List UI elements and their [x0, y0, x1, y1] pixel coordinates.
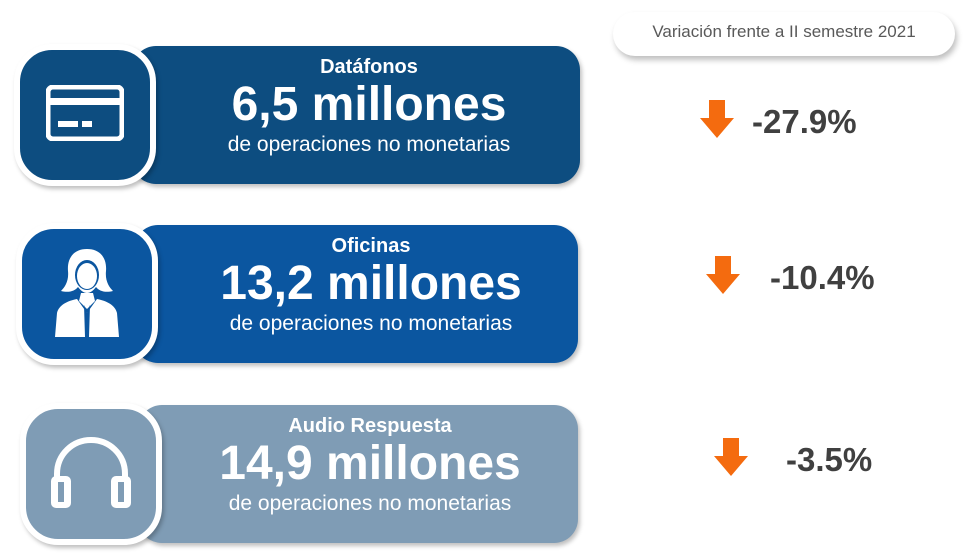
- icon-box: [14, 44, 156, 186]
- icon-box: [16, 223, 158, 365]
- change-value: -27.9%: [752, 102, 857, 140]
- card-bar: [134, 225, 578, 363]
- icon-box: [20, 403, 162, 545]
- variation-label: Variación frente a II semestre 2021: [613, 12, 955, 56]
- change-value: -10.4%: [770, 258, 875, 296]
- arrow-down-icon: [714, 438, 748, 481]
- card-oficinas: Oficinas 13,2 millones de operaciones no…: [16, 223, 578, 365]
- card-subtitle: de operaciones no monetarias: [229, 312, 513, 335]
- person-icon: [51, 247, 123, 342]
- card-value: 13,2 millones: [220, 257, 522, 310]
- card-title: Datáfonos: [320, 56, 418, 78]
- change-value: -3.5%: [786, 440, 873, 478]
- card-datafonos: Datáfonos 6,5 millones de operaciones no…: [14, 44, 580, 186]
- card-value: 14,9 millones: [219, 437, 521, 490]
- arrow-down-icon: [706, 256, 740, 299]
- headphones-icon: [49, 434, 133, 515]
- credit-card-icon: [45, 84, 125, 146]
- card-value: 6,5 millones: [231, 78, 507, 131]
- card-title: Oficinas: [331, 235, 411, 257]
- card-subtitle: de operaciones no monetarias: [227, 133, 511, 156]
- arrow-down-icon: [700, 100, 734, 143]
- card-title: Audio Respuesta: [288, 415, 452, 437]
- change-audio-respuesta: -3.5%: [714, 438, 872, 481]
- change-datafonos: -27.9%: [700, 100, 857, 143]
- card-bar: [138, 405, 578, 543]
- card-subtitle: de operaciones no monetarias: [228, 492, 512, 515]
- card-bar: [132, 46, 580, 184]
- change-oficinas: -10.4%: [706, 256, 875, 299]
- card-audio-respuesta: Audio Respuesta 14,9 millones de operaci…: [20, 403, 578, 545]
